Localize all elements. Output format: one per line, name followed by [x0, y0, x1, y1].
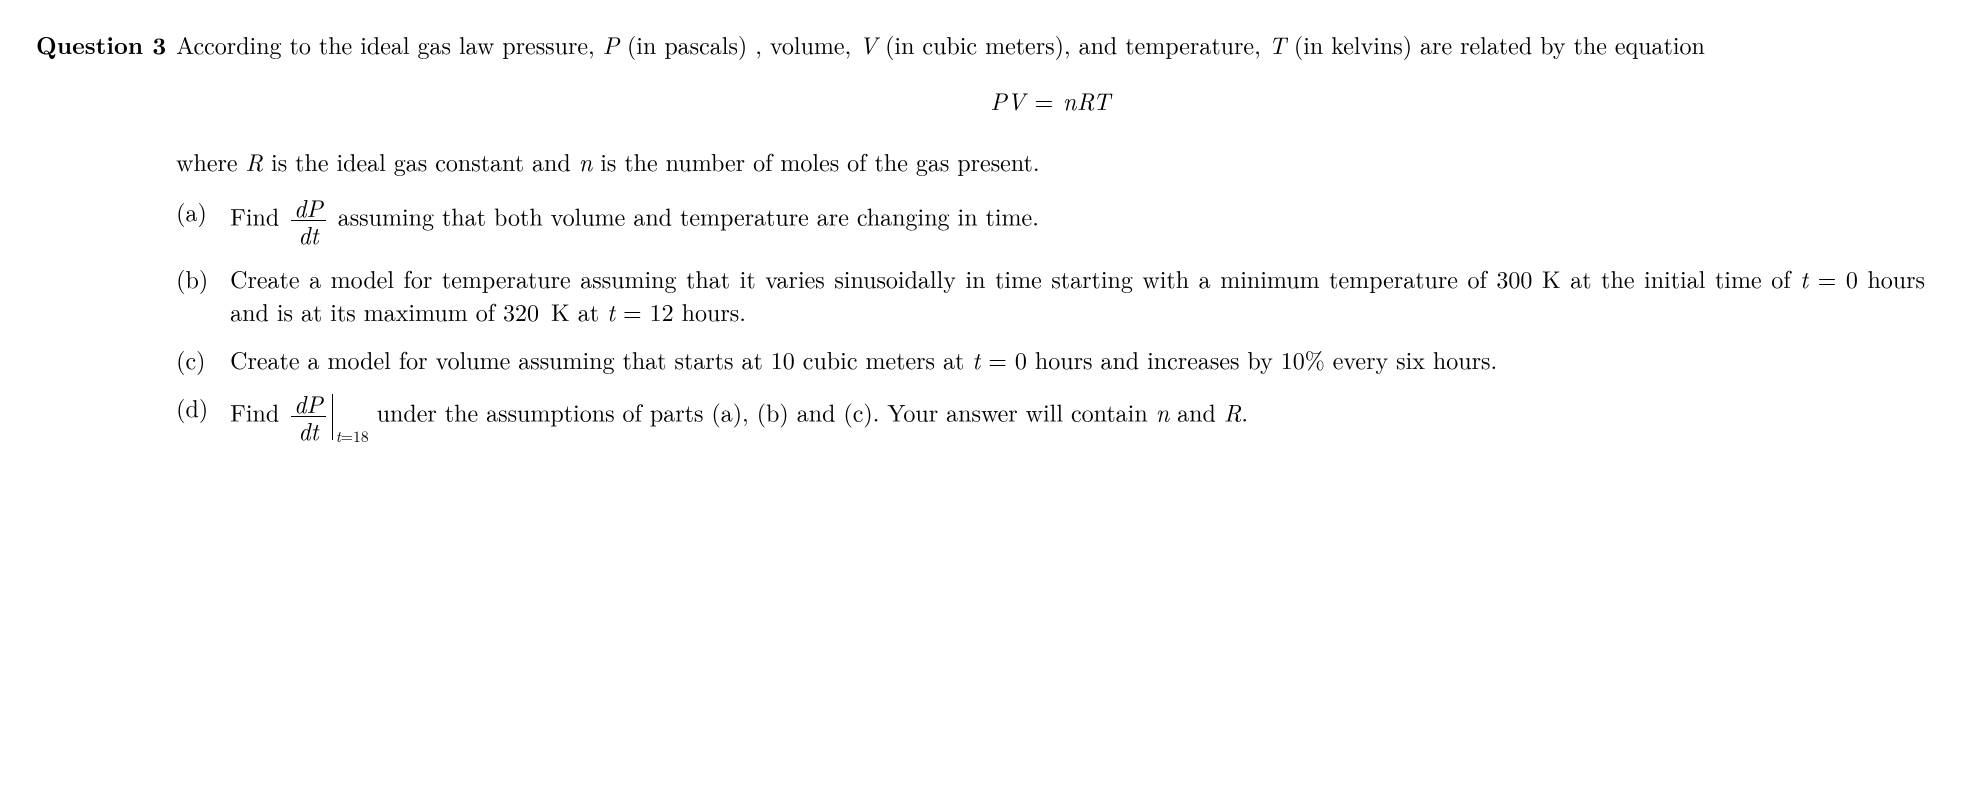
part-body: Create a model for volume assuming that …	[230, 343, 1925, 375]
question-parts: (a) Find dPdt assuming that both volume …	[176, 195, 1925, 442]
ideal-gas-equation: PV = nRT	[176, 84, 1925, 116]
part-body: Find dPdtt=18 under the assumptions of p…	[230, 391, 1925, 442]
part-label: (c)	[176, 343, 230, 375]
question-3: Question 3 According to the ideal gas la…	[36, 28, 1925, 442]
part-label: (a)	[176, 195, 230, 227]
part-label: (b)	[176, 262, 230, 294]
question-where: where R is the ideal gas constant and n …	[176, 145, 1925, 177]
question-intro: According to the ideal gas law pressure,…	[176, 27, 1705, 61]
question-number: Question 3	[36, 28, 166, 62]
part-body: Find dPdt assuming that both volume and …	[230, 195, 1925, 246]
part-body: Create a model for temperature assuming …	[230, 262, 1925, 327]
part-label: (d)	[176, 391, 230, 423]
question-body: According to the ideal gas law pressure,…	[176, 28, 1925, 442]
question-label: Question 3	[36, 28, 166, 61]
part-b: (b) Create a model for temperature assum…	[176, 262, 1925, 327]
part-c: (c) Create a model for volume assuming t…	[176, 343, 1925, 375]
part-a: (a) Find dPdt assuming that both volume …	[176, 195, 1925, 246]
part-d: (d) Find dPdtt=18 under the assumptions …	[176, 391, 1925, 442]
